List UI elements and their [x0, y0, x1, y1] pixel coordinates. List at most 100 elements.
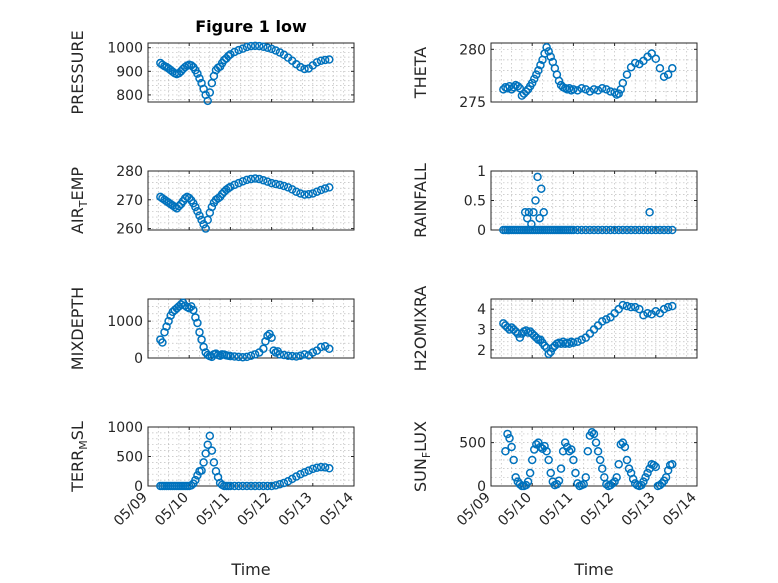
- data-point: [602, 225, 611, 235]
- y-axis-label-text: TERR: [68, 450, 87, 493]
- data-point: [614, 89, 623, 98]
- data-point: [511, 473, 520, 482]
- data-point: [523, 477, 533, 486]
- data-point: [540, 341, 549, 351]
- data-point: [589, 429, 599, 439]
- y-axis-label-subscript: M: [77, 440, 90, 450]
- data-point: [544, 349, 553, 359]
- data-point: [505, 434, 514, 443]
- y-tick-label: 280: [116, 164, 143, 180]
- data-point: [542, 447, 551, 456]
- data-point: [292, 187, 301, 196]
- y-axis-label: RAINFALL: [411, 163, 430, 238]
- data-point: [296, 351, 305, 361]
- data-point: [263, 481, 272, 491]
- data-point: [655, 225, 665, 235]
- data-point: [316, 462, 326, 472]
- data-point: [583, 447, 593, 456]
- data-point: [207, 202, 217, 212]
- data-point: [585, 225, 595, 235]
- data-point: [193, 471, 202, 480]
- axes-frame: [490, 42, 698, 103]
- data-point: [610, 225, 619, 235]
- data-point: [626, 225, 636, 235]
- data-point: [524, 208, 534, 217]
- data-point: [593, 86, 603, 95]
- data-point: [569, 85, 578, 94]
- data-point: [205, 431, 215, 441]
- data-point: [663, 225, 673, 235]
- y-axis-label: TERRMSL: [68, 421, 90, 493]
- data-point: [246, 41, 256, 51]
- data-point: [263, 43, 272, 52]
- data-point: [271, 481, 280, 490]
- data-point: [606, 225, 615, 235]
- data-point: [296, 189, 305, 198]
- y-axis-label-text: MIXDEPTH: [68, 287, 87, 370]
- data-point: [325, 183, 334, 192]
- data-point: [618, 225, 628, 235]
- data-point: [628, 474, 638, 484]
- data-point: [269, 346, 278, 355]
- data-point: [643, 225, 652, 235]
- y-axis-label-text: RAINFALL: [411, 163, 430, 238]
- y-tick-label: 900: [116, 64, 143, 80]
- data-point: [668, 225, 677, 235]
- data-point: [203, 96, 212, 106]
- y-tick-label: 1000: [107, 314, 143, 330]
- data-point: [263, 177, 272, 186]
- data-point: [668, 64, 677, 73]
- data-point: [622, 70, 632, 79]
- data-point: [659, 304, 669, 314]
- data-point: [532, 333, 541, 342]
- data-point: [312, 58, 322, 67]
- data-point: [197, 215, 206, 225]
- data-point: [201, 224, 210, 233]
- data-point: [593, 447, 603, 456]
- data-point: [234, 352, 243, 362]
- data-point: [300, 468, 309, 477]
- data-point: [527, 78, 537, 88]
- data-point: [283, 351, 293, 361]
- data-point: [193, 318, 202, 328]
- data-point: [191, 475, 200, 485]
- axes-frame: [147, 426, 355, 487]
- data-point: [224, 184, 233, 193]
- data-point: [565, 447, 574, 456]
- data-point: [571, 468, 580, 478]
- data-point: [610, 477, 619, 486]
- data-point: [537, 184, 546, 193]
- data-point: [612, 473, 621, 482]
- data-point: [581, 473, 591, 482]
- data-point: [259, 344, 268, 354]
- axes-frame: [490, 170, 698, 231]
- data-point: [267, 333, 276, 342]
- data-point: [651, 225, 661, 235]
- data-point: [287, 474, 297, 484]
- data-point: [207, 446, 217, 455]
- data-point: [259, 481, 268, 491]
- y-axis-label: SUNFLUX: [411, 421, 433, 492]
- data-point: [608, 479, 617, 488]
- subplot-h2omixra: 2 3 4 H2OMIXRA: [411, 286, 698, 371]
- data-point: [187, 61, 196, 70]
- data-point: [275, 479, 285, 489]
- data-point: [531, 196, 540, 205]
- data-point: [525, 468, 535, 478]
- data-point: [263, 331, 272, 341]
- y-axis-label-text: EMP: [68, 167, 87, 201]
- data-point: [569, 225, 578, 235]
- data-point: [635, 225, 644, 235]
- data-point: [261, 337, 270, 346]
- data-point: [205, 88, 215, 97]
- data-point: [597, 225, 607, 235]
- data-point: [536, 60, 545, 70]
- data-point: [316, 185, 326, 195]
- data-point: [325, 55, 334, 64]
- data-point: [540, 441, 549, 451]
- data-point: [254, 41, 264, 51]
- data-point: [296, 469, 305, 479]
- data-point: [193, 207, 202, 216]
